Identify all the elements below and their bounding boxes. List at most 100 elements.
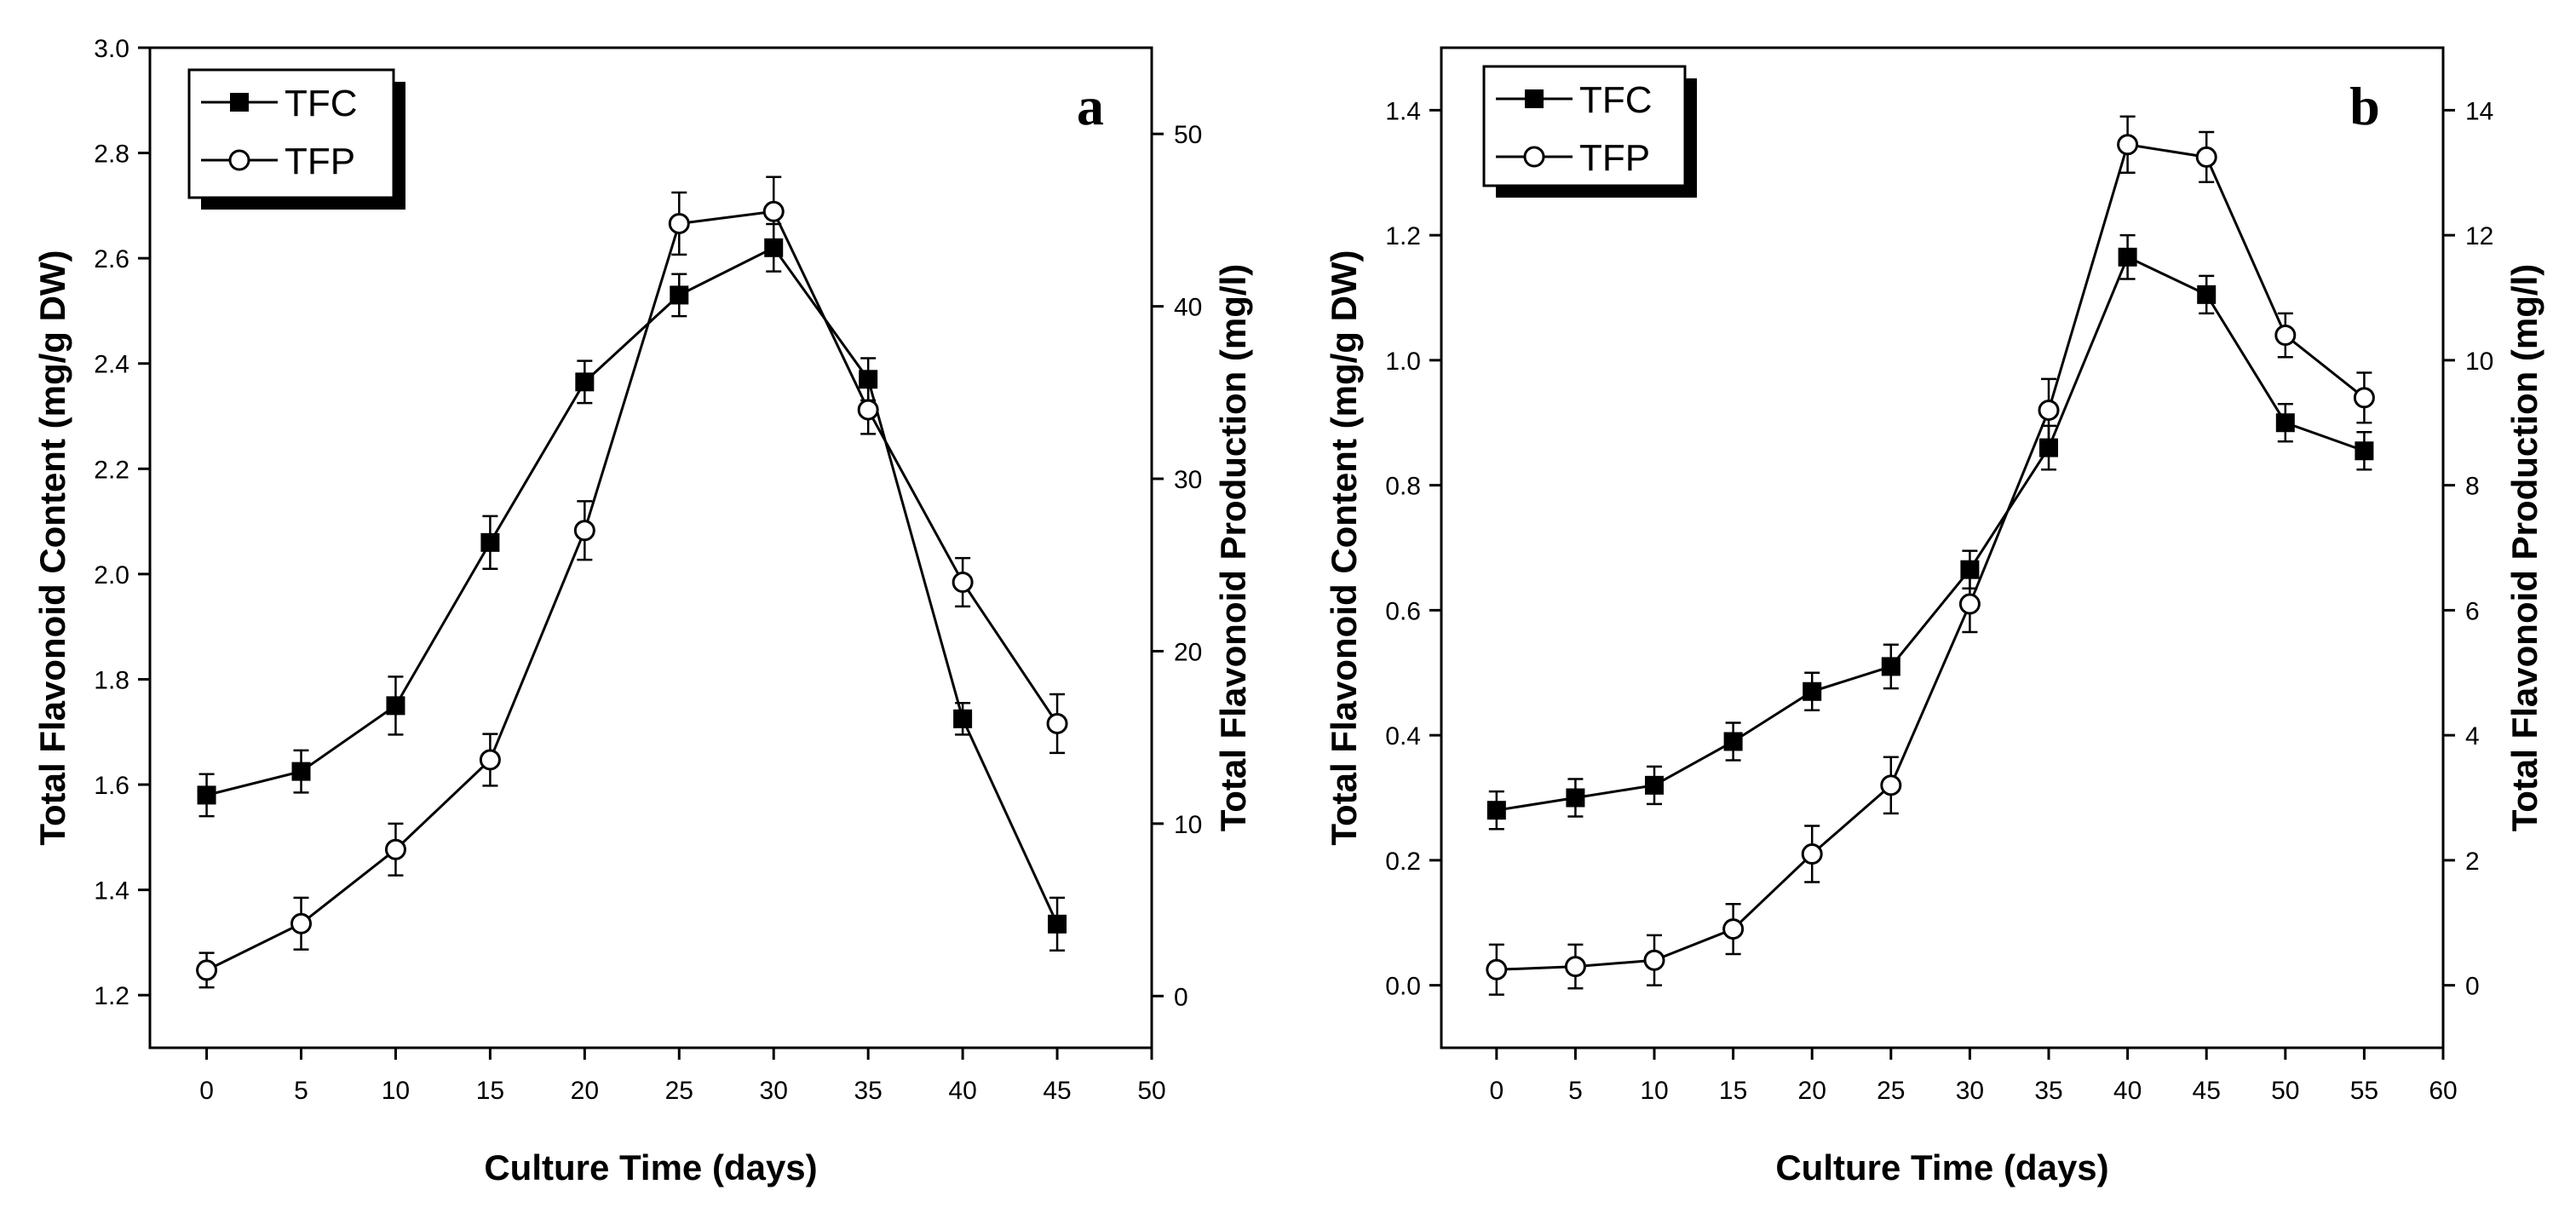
x-tick-label: 55 (2350, 1077, 2378, 1105)
data-point-tfc (386, 696, 405, 716)
plot-frame (148, 46, 1153, 1049)
x-tick-label: 25 (665, 1077, 693, 1105)
data-point-tfp (668, 212, 690, 234)
data-point-tfc (291, 762, 311, 781)
legend-marker-tfc (230, 93, 249, 112)
x-axis-title: Culture Time (days) (484, 1147, 817, 1187)
y-right-axis-title: Total Flavonoid Production (mg/l) (2504, 264, 2544, 832)
y-left-tick-label: 1.4 (1385, 97, 1421, 125)
data-point-tfp (952, 571, 974, 593)
data-point-tfp (573, 520, 595, 542)
y-left-tick-label: 1.8 (94, 666, 129, 694)
y-left-tick-label: 3.0 (94, 35, 129, 63)
data-point-tfp (1486, 958, 1508, 980)
data-point-tfc (953, 709, 973, 728)
data-point-tfc (575, 372, 595, 392)
y-left-tick-label: 1.2 (1385, 222, 1421, 250)
y-left-tick-label: 0.6 (1385, 597, 1421, 625)
y-right-tick-label: 0 (2465, 973, 2480, 1001)
data-point-tfp (1643, 949, 1665, 971)
legend-marker-tfc (1525, 89, 1544, 108)
x-tick-label: 15 (476, 1077, 504, 1105)
data-point-tfc (859, 370, 878, 389)
x-tick-label: 0 (1489, 1077, 1504, 1105)
y-left-tick-label: 2.8 (94, 141, 129, 169)
x-tick-label: 35 (854, 1077, 882, 1105)
y-right-tick-label: 8 (2465, 473, 2480, 501)
data-point-tfp (1046, 712, 1068, 734)
data-point-tfp (1722, 918, 1745, 940)
x-tick-label: 30 (1956, 1077, 1984, 1105)
legend-label-tfp: TFP (1579, 137, 1650, 179)
plot-frame (1440, 46, 2445, 1049)
data-point-tfc (1486, 801, 1506, 820)
data-point-tfp (2038, 400, 2060, 422)
y-right-tick-label: 0 (1174, 983, 1188, 1011)
y-right-axis-title: Total Flavonoid Production (mg/l) (1213, 264, 1253, 832)
y-left-tick-label: 0.2 (1385, 848, 1421, 876)
y-left-tick-label: 1.4 (94, 877, 129, 906)
data-point-tfp (1958, 593, 1981, 615)
legend-label-tfc: TFC (285, 83, 358, 124)
data-point-tfc (1881, 657, 1900, 676)
series-line-tfp (1496, 143, 2366, 971)
legend-label-tfc: TFC (1579, 79, 1653, 121)
x-tick-label: 5 (1568, 1077, 1583, 1105)
x-tick-label: 60 (2429, 1077, 2457, 1105)
data-point-tfp (479, 749, 501, 771)
legend-label-tfp: TFP (285, 141, 355, 182)
y-left-tick-label: 2.6 (94, 245, 129, 273)
y-right-tick-label: 20 (1174, 638, 1202, 666)
data-point-tfp (1564, 956, 1586, 978)
x-tick-label: 50 (2271, 1077, 2299, 1105)
data-point-tfp (196, 959, 218, 981)
data-point-tfp (857, 399, 879, 421)
data-point-tfc (1048, 914, 1067, 934)
y-right-tick-label: 4 (2465, 722, 2480, 750)
y-right-tick-label: 2 (2465, 848, 2480, 876)
data-point-tfc (2118, 247, 2137, 267)
data-point-tfc (1723, 732, 1743, 751)
panel-label: a (1077, 76, 1104, 136)
chart-panel-b: 0 5 10 15 20 25 30 35 40 45 50 55 600.00.20.40.60.81… (1324, 46, 2544, 1187)
y-left-axis-title: Total Flavonoid Content (mg/g DW) (1324, 250, 1364, 845)
data-point-tfc (2355, 441, 2374, 461)
data-point-tfc (2197, 285, 2217, 304)
y-left-tick-label: 0.0 (1385, 973, 1421, 1001)
x-tick-label: 10 (382, 1077, 410, 1105)
data-point-tfc (1960, 560, 1980, 579)
x-tick-label: 5 (294, 1077, 308, 1105)
y-right-tick-label: 6 (2465, 597, 2480, 625)
x-tick-label: 30 (760, 1077, 788, 1105)
data-point-tfp (762, 200, 785, 222)
y-left-tick-label: 1.6 (94, 772, 129, 800)
x-tick-label: 45 (2193, 1077, 2221, 1105)
y-left-tick-label: 2.4 (94, 351, 129, 379)
legend-marker-tfp (1523, 146, 1545, 168)
y-left-tick-label: 1.0 (1385, 348, 1421, 376)
y-right-tick-label: 30 (1174, 466, 1202, 494)
y-right-tick-label: 14 (2465, 97, 2493, 125)
y-right-tick-label: 40 (1174, 294, 1202, 322)
data-point-tfc (2275, 413, 2295, 433)
y-left-tick-label: 0.4 (1385, 722, 1421, 750)
x-tick-label: 15 (1719, 1077, 1747, 1105)
legend-marker-tfp (228, 149, 250, 171)
data-point-tfc (670, 285, 689, 305)
data-point-tfc (764, 238, 784, 257)
x-tick-label: 20 (1798, 1077, 1826, 1105)
y-left-tick-label: 0.8 (1385, 473, 1421, 501)
data-point-tfp (1880, 774, 1902, 796)
data-point-tfc (1566, 788, 1585, 808)
data-point-tfc (1645, 775, 1665, 795)
y-right-tick-label: 10 (2465, 348, 2493, 376)
panel-label: b (2349, 76, 2380, 136)
y-left-tick-label: 2.0 (94, 561, 129, 589)
data-point-tfc (197, 785, 216, 805)
series-line-tfp (205, 210, 1059, 972)
x-tick-label: 35 (2034, 1077, 2062, 1105)
y-left-tick-label: 1.2 (94, 982, 129, 1010)
x-tick-label: 40 (948, 1077, 976, 1105)
x-tick-label: 0 (199, 1077, 214, 1105)
